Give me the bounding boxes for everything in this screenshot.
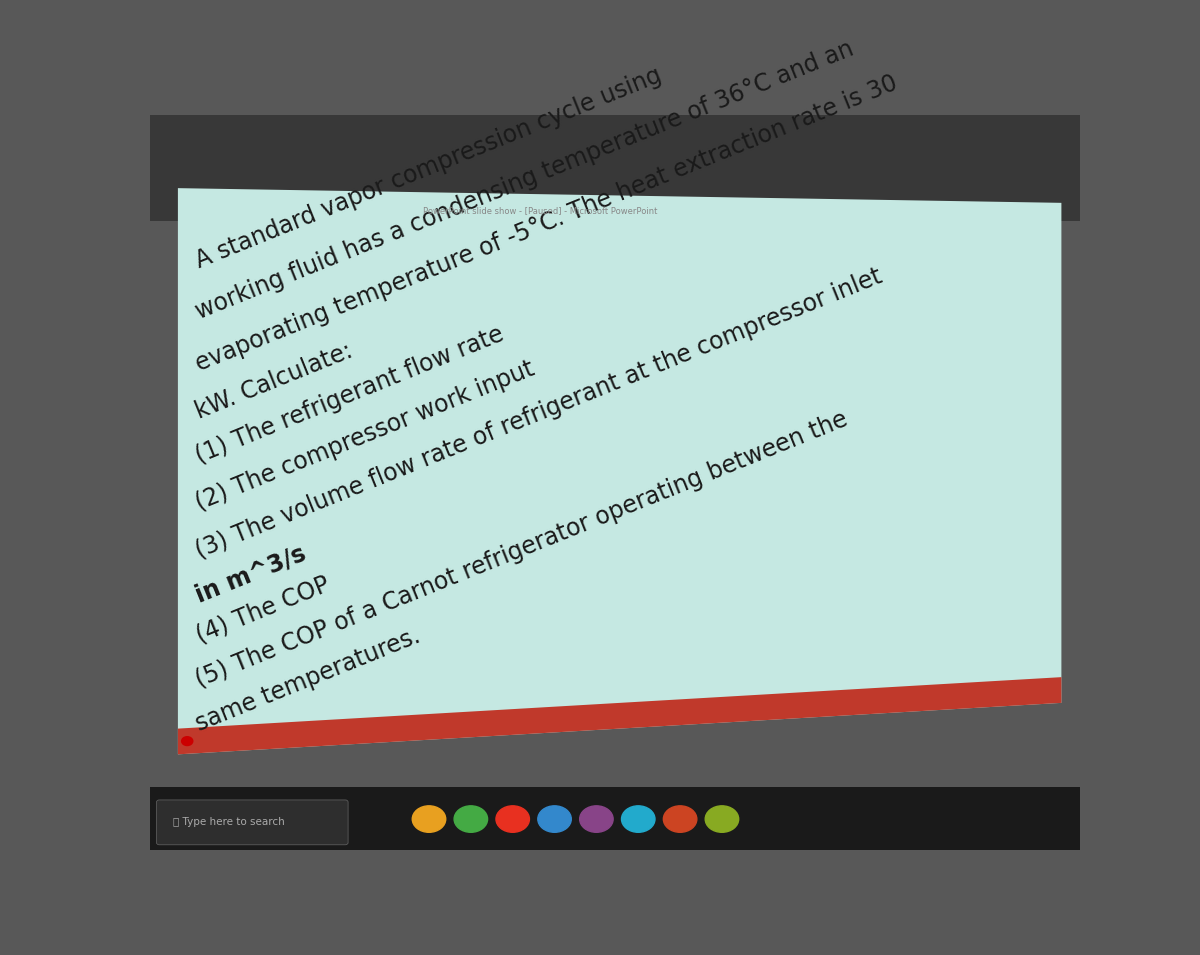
Text: (4) The COP: (4) The COP [192, 572, 332, 647]
Polygon shape [150, 115, 1080, 222]
Circle shape [622, 806, 655, 833]
Text: A standard vapor compression cycle using: A standard vapor compression cycle using [192, 60, 672, 273]
Text: (1) The refrigerant flow rate: (1) The refrigerant flow rate [192, 319, 515, 468]
Circle shape [496, 806, 529, 833]
FancyBboxPatch shape [156, 800, 348, 845]
Text: kW. Calculate:: kW. Calculate: [192, 338, 356, 423]
Circle shape [580, 806, 613, 833]
Circle shape [538, 806, 571, 833]
Bar [150, 788, 1080, 850]
Text: working fluid has a condensing temperature of 36°C and an: working fluid has a condensing temperatu… [192, 37, 857, 324]
Text: (2) The compressor work input: (2) The compressor work input [192, 354, 545, 516]
Text: (5) The COP of a Carnot refrigerator operating between the: (5) The COP of a Carnot refrigerator ope… [192, 407, 851, 691]
Text: same temperatures.: same temperatures. [192, 624, 424, 736]
Text: PowerPoint slide show - [Paused] - Microsoft PowerPoint: PowerPoint slide show - [Paused] - Micro… [424, 205, 658, 215]
Text: (3) The volume flow rate of refrigerant at the compressor inlet: (3) The volume flow rate of refrigerant … [192, 265, 886, 563]
Circle shape [664, 806, 697, 833]
Polygon shape [178, 677, 1062, 754]
Circle shape [706, 806, 739, 833]
Text: ⌕ Type here to search: ⌕ Type here to search [173, 817, 286, 827]
Circle shape [454, 806, 487, 833]
Text: evaporating temperature of -5°C. The heat extraction rate is 30: evaporating temperature of -5°C. The hea… [192, 71, 901, 375]
Polygon shape [178, 188, 1062, 754]
Text: in m^3/s: in m^3/s [192, 541, 310, 607]
Circle shape [413, 806, 445, 833]
Circle shape [181, 736, 193, 746]
